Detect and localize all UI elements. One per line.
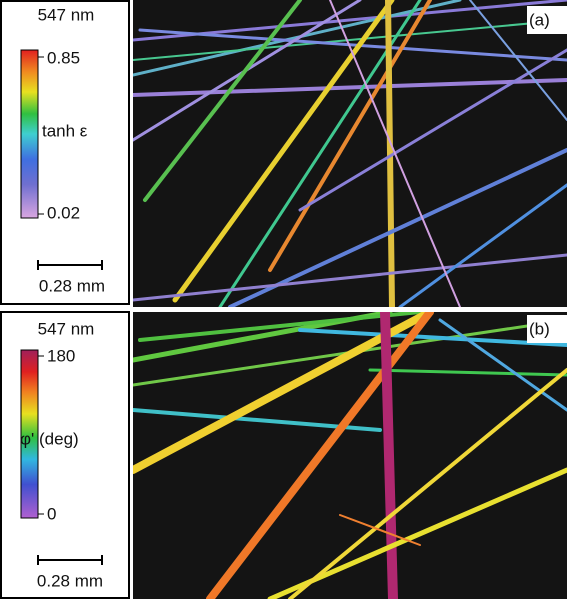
scale-label: 0.28 mm bbox=[39, 276, 105, 295]
wavelength: 547 nm bbox=[38, 319, 95, 338]
fibers bbox=[133, 0, 567, 307]
colorbar-max: 0.85 bbox=[47, 48, 80, 67]
scale-label: 0.28 mm bbox=[37, 571, 103, 590]
panel-b: 547 nm 180 φ' (deg) 0 0.28 mm bbox=[0, 311, 567, 599]
panel-a: 547 nm 0.85 tanh ε 0.02 0.28 mm bbox=[0, 0, 567, 307]
colorbar bbox=[20, 49, 39, 219]
panel-label: (a) bbox=[529, 10, 550, 29]
colorbar bbox=[20, 349, 39, 519]
panel-label: (b) bbox=[529, 319, 550, 338]
wavelength: 547 nm bbox=[38, 5, 95, 24]
colorbar-quantity: φ' (deg) bbox=[20, 429, 79, 448]
fibers bbox=[133, 312, 567, 599]
colorbar-quantity: tanh ε bbox=[42, 121, 88, 140]
colorbar-min: 0 bbox=[47, 504, 56, 523]
image: (b) bbox=[133, 312, 567, 599]
legend-box bbox=[0, 0, 130, 305]
colorbar-min: 0.02 bbox=[47, 203, 80, 222]
image: (a) bbox=[133, 0, 567, 307]
colorbar-max: 180 bbox=[47, 346, 75, 365]
